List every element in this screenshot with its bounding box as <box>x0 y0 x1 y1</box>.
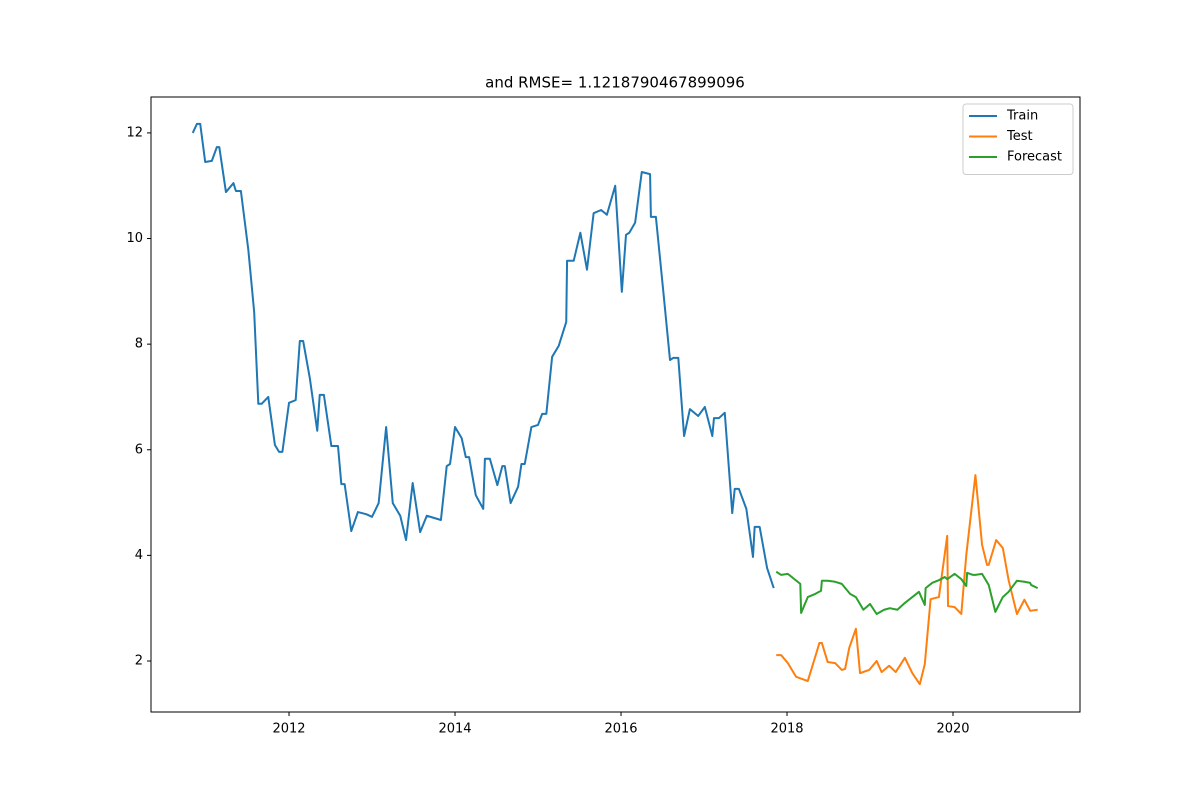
legend-label: Forecast <box>1007 150 1062 165</box>
y-tick-label: 2 <box>135 653 143 668</box>
legend-label: Train <box>1006 109 1038 124</box>
x-tick-label: 2020 <box>936 722 969 737</box>
line-forecast <box>775 570 1039 615</box>
x-tick-label: 2012 <box>272 722 305 737</box>
y-tick-label: 6 <box>135 442 143 457</box>
line-test <box>776 474 1038 686</box>
x-tick-label: 2016 <box>604 722 637 737</box>
y-tick-label: 8 <box>135 337 143 352</box>
x-tick-label: 2014 <box>438 722 471 737</box>
chart-title: and RMSE= 1.1218790467899096 <box>485 74 745 92</box>
y-tick-label: 4 <box>135 548 143 563</box>
x-tick-label: 2018 <box>770 722 803 737</box>
plot-frame <box>150 96 1081 713</box>
y-tick-label: 12 <box>126 125 143 140</box>
line-train <box>191 122 775 589</box>
y-tick-label: 10 <box>126 231 143 246</box>
legend-label: Test <box>1006 129 1033 144</box>
